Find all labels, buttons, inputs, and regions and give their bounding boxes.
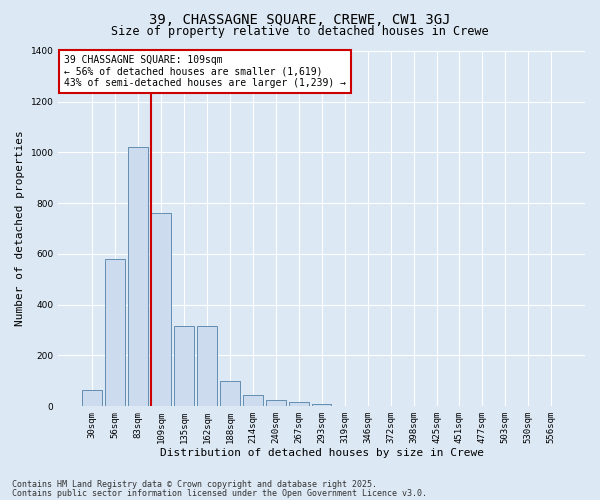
Bar bbox=[243, 395, 263, 406]
Bar bbox=[82, 390, 102, 406]
Bar bbox=[220, 381, 239, 406]
Bar bbox=[151, 214, 171, 406]
X-axis label: Distribution of detached houses by size in Crewe: Distribution of detached houses by size … bbox=[160, 448, 484, 458]
Y-axis label: Number of detached properties: Number of detached properties bbox=[15, 130, 25, 326]
Bar bbox=[197, 326, 217, 406]
Text: Contains HM Land Registry data © Crown copyright and database right 2025.: Contains HM Land Registry data © Crown c… bbox=[12, 480, 377, 489]
Bar bbox=[174, 326, 194, 406]
Bar bbox=[106, 259, 125, 406]
Text: 39 CHASSAGNE SQUARE: 109sqm
← 56% of detached houses are smaller (1,619)
43% of : 39 CHASSAGNE SQUARE: 109sqm ← 56% of det… bbox=[64, 54, 346, 88]
Text: 39, CHASSAGNE SQUARE, CREWE, CW1 3GJ: 39, CHASSAGNE SQUARE, CREWE, CW1 3GJ bbox=[149, 12, 451, 26]
Bar bbox=[266, 400, 286, 406]
Text: Contains public sector information licensed under the Open Government Licence v3: Contains public sector information licen… bbox=[12, 489, 427, 498]
Text: Size of property relative to detached houses in Crewe: Size of property relative to detached ho… bbox=[111, 25, 489, 38]
Bar bbox=[289, 402, 308, 406]
Bar bbox=[128, 148, 148, 406]
Bar bbox=[312, 404, 331, 406]
